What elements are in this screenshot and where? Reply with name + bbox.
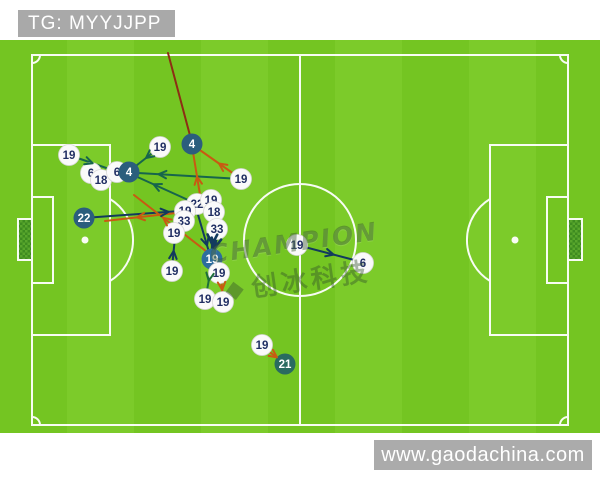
player-marker bbox=[181, 133, 203, 155]
pass-arrow-line bbox=[137, 172, 242, 180]
player-marker-number: 19 bbox=[217, 297, 230, 309]
pass-arrow-line bbox=[83, 210, 181, 219]
player-marker bbox=[251, 334, 273, 356]
player-marker-number: 4 bbox=[126, 167, 133, 179]
right-penalty-area bbox=[489, 144, 569, 336]
player-marker-number: 21 bbox=[279, 359, 292, 371]
pass-arrow-head bbox=[210, 236, 223, 250]
player-marker-number: 4 bbox=[189, 139, 196, 151]
pass-arrow-line bbox=[167, 52, 193, 144]
player-marker-number: 19 bbox=[168, 228, 181, 240]
pass-arrow-head bbox=[159, 207, 170, 218]
player-marker-number: 19 bbox=[235, 174, 248, 186]
pass-arrow-head bbox=[205, 271, 215, 282]
right-goal-area bbox=[546, 196, 569, 284]
pass-arrow-head bbox=[168, 249, 178, 260]
player-marker-number: 22 bbox=[78, 213, 91, 225]
player-marker bbox=[163, 222, 185, 244]
corner-arc-top-right bbox=[559, 54, 569, 64]
player-marker-number: 19 bbox=[256, 340, 269, 352]
player-marker-number: 6 bbox=[88, 168, 94, 180]
website-bar: www.gaodachina.com bbox=[374, 440, 592, 470]
pass-arrow-head bbox=[136, 211, 147, 222]
pass-arrow-head bbox=[324, 248, 335, 258]
pass-arrow-head bbox=[152, 183, 163, 192]
website-text: www.gaodachina.com bbox=[381, 443, 585, 466]
player-marker bbox=[73, 207, 95, 229]
corner-arc-top-left bbox=[31, 54, 41, 64]
corner-arc-bottom-left bbox=[31, 416, 41, 426]
tag-label-box: TG: MYYJJPP bbox=[18, 10, 176, 37]
left-goal-area bbox=[31, 196, 54, 284]
player-marker-number: 18 bbox=[95, 175, 108, 187]
pass-arrow-line bbox=[132, 174, 198, 205]
player-marker-number: 18 bbox=[208, 207, 221, 219]
player-marker-number: 19 bbox=[166, 266, 179, 278]
player-marker-number: 19 bbox=[213, 268, 226, 280]
player-marker bbox=[286, 234, 308, 256]
pass-arrow-head bbox=[267, 348, 278, 359]
player-marker-number: 19 bbox=[154, 142, 167, 154]
right-penalty-spot bbox=[511, 236, 519, 244]
player-marker-number: 19 bbox=[63, 150, 76, 162]
pass-arrow-head bbox=[216, 280, 227, 291]
pass-arrow-line bbox=[104, 211, 186, 222]
player-marker bbox=[212, 291, 234, 313]
right-goal-net bbox=[567, 218, 583, 261]
pass-arrow-head bbox=[200, 236, 210, 247]
right-penalty-arc bbox=[465, 198, 491, 282]
player-marker bbox=[230, 168, 252, 190]
pass-map-layer: 1919618644192219181933331922191919191919… bbox=[58, 52, 374, 375]
player-marker bbox=[274, 353, 296, 375]
centre-circle bbox=[243, 183, 357, 297]
tag-label-text: TG: MYYJJPP bbox=[28, 12, 162, 34]
pitch-lines bbox=[17, 54, 583, 426]
player-marker-number: 6 bbox=[360, 258, 366, 270]
player-marker bbox=[58, 144, 80, 166]
player-marker-number: 6 bbox=[114, 167, 120, 179]
left-penalty-spot bbox=[81, 236, 89, 244]
player-marker bbox=[161, 260, 183, 282]
pass-arrow-head bbox=[145, 149, 156, 159]
player-marker-number: 19 bbox=[199, 294, 212, 306]
pass-arrow-head bbox=[83, 156, 94, 166]
pass-arrow-head bbox=[193, 175, 203, 186]
player-marker-number: 19 bbox=[291, 240, 304, 252]
pass-arrow-head bbox=[157, 169, 168, 180]
player-marker bbox=[206, 218, 228, 240]
player-marker bbox=[118, 161, 140, 183]
left-goal-net bbox=[17, 218, 33, 261]
player-marker bbox=[352, 252, 374, 274]
pass-arrow-head bbox=[162, 216, 173, 227]
corner-arc-bottom-right bbox=[559, 416, 569, 426]
pass-arrow-head bbox=[218, 162, 229, 172]
player-marker bbox=[149, 136, 171, 158]
left-penalty-arc bbox=[109, 198, 135, 282]
player-marker-number: 33 bbox=[211, 224, 224, 236]
